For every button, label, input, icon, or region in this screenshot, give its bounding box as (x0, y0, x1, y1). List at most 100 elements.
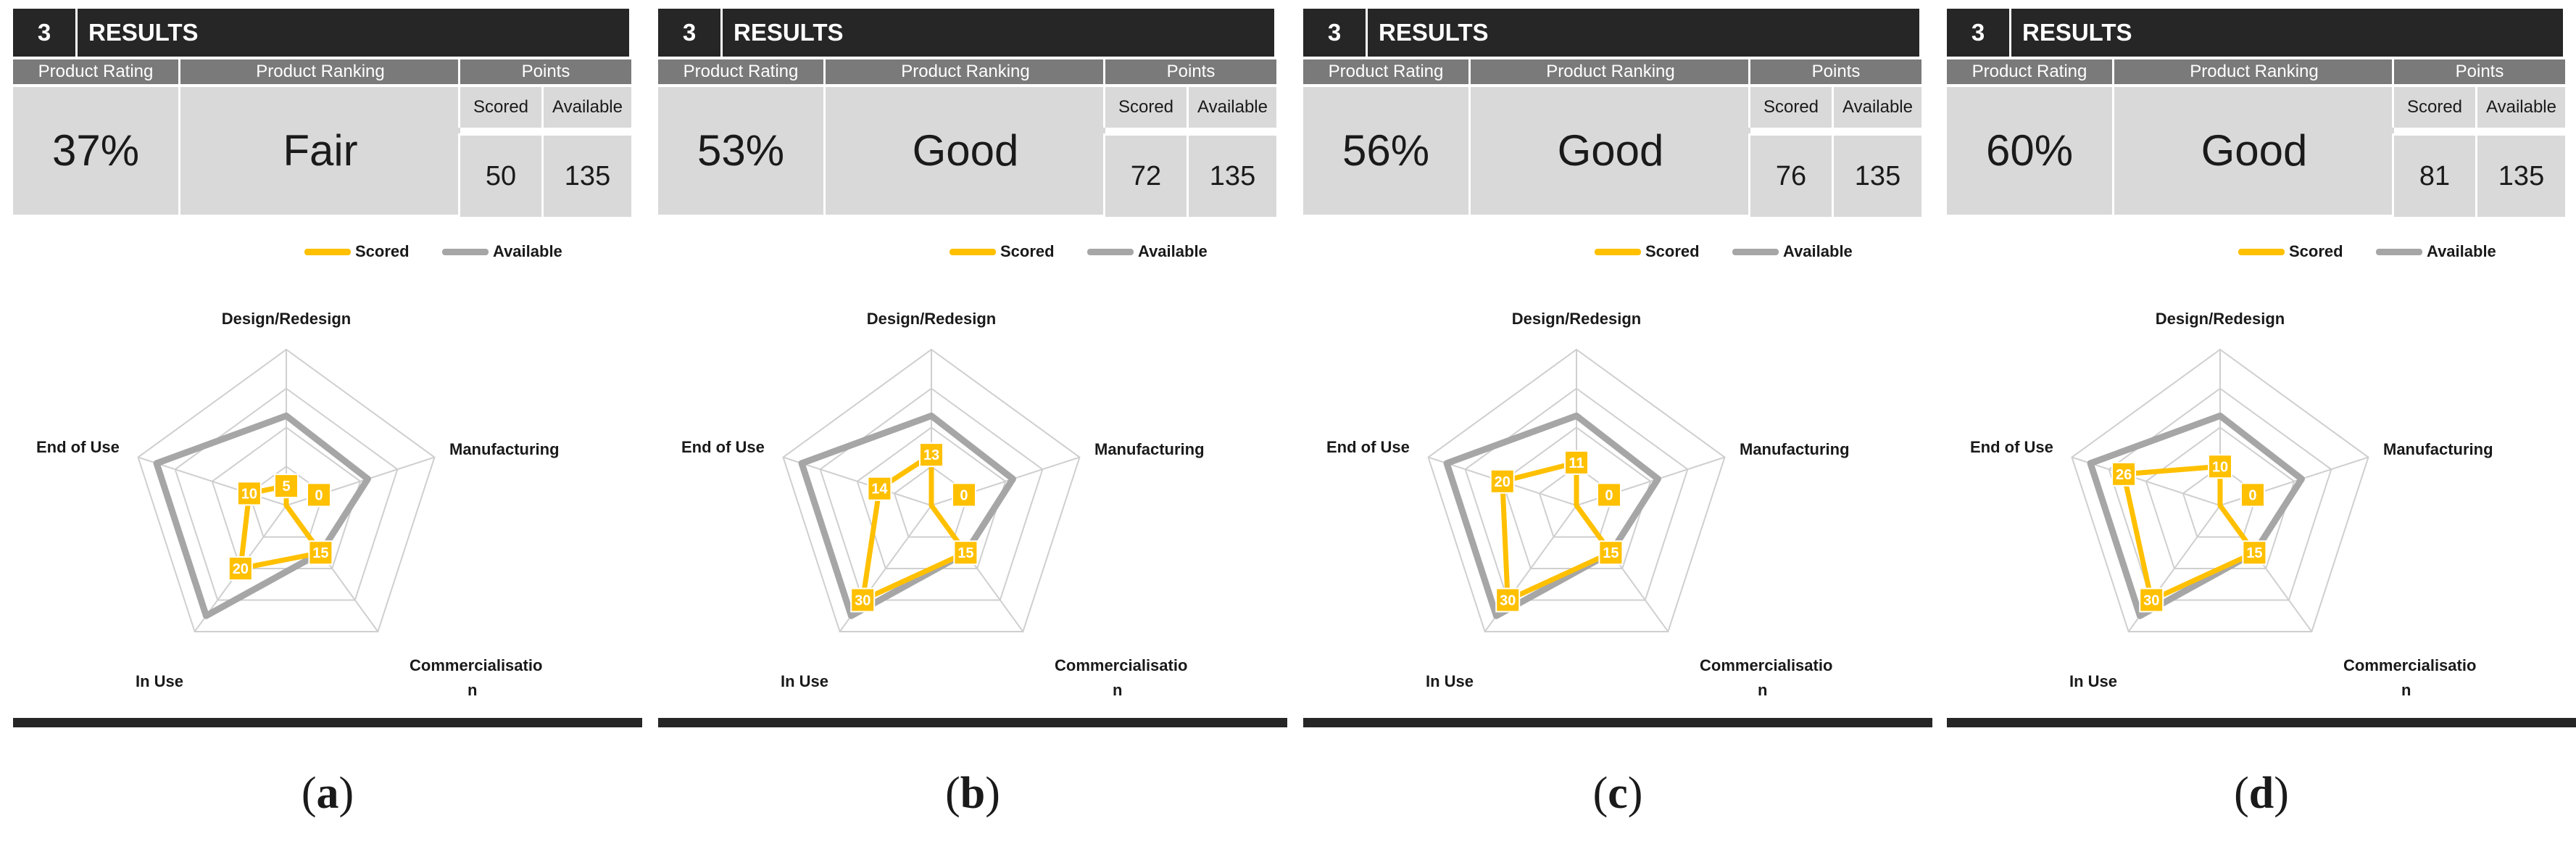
axis-label-line: In Use (2069, 672, 2117, 690)
data-label: 0 (2240, 482, 2265, 508)
data-label-box (2242, 540, 2267, 566)
section-header: 3 RESULTS (1303, 9, 1919, 57)
column-header-points: Points (2392, 59, 2565, 84)
axis-label-line: n (2401, 681, 2411, 699)
axis-label-line: n (1758, 681, 1767, 699)
data-label-box (2240, 482, 2265, 508)
scored-points-value: 72 (1103, 133, 1187, 217)
axis-label-line: End of Use (1326, 438, 1410, 456)
panel-bottom-rule (13, 718, 642, 727)
available-subheader: Available (541, 87, 631, 128)
available-subheader: Available (1187, 87, 1276, 128)
axis-label: Commercialisatio n (1055, 656, 1187, 699)
legend-swatch-available (442, 249, 489, 255)
column-header-product-ranking: Product Ranking (178, 59, 460, 84)
data-label-box (1596, 482, 1621, 508)
legend-label-available: Available (1783, 242, 1853, 260)
scored-points-value: 76 (1748, 133, 1832, 217)
scored-subheader: Scored (1748, 87, 1832, 128)
data-label-box (919, 442, 944, 468)
data-label-box (1495, 587, 1521, 613)
data-label-text: 10 (241, 486, 257, 502)
grid-ring (2071, 348, 2369, 632)
available-points-value: 135 (2475, 133, 2565, 217)
caption-open-paren: ( (945, 769, 960, 818)
column-header-product-rating: Product Rating (13, 59, 178, 84)
axis-label: Commercialisatio n (1700, 656, 1832, 699)
data-label-text: 26 (2116, 467, 2132, 483)
series-line-scored (1500, 460, 1613, 603)
legend-label-scored: Scored (355, 242, 410, 260)
data-label-box (274, 474, 299, 499)
data-label: 14 (867, 476, 892, 501)
caption-letter: d (2248, 769, 2274, 818)
column-header-product-rating: Product Rating (1947, 59, 2112, 84)
scored-subheader: Scored (2392, 87, 2475, 128)
section-header: 3 RESULTS (1947, 9, 2563, 57)
data-label-text: 14 (871, 482, 888, 497)
data-label-text: 13 (923, 447, 939, 463)
results-panel: 3 RESULTS Product Rating Product Ranking… (1290, 9, 1921, 741)
section-header: 3 RESULTS (13, 9, 629, 57)
section-number: 3 (13, 9, 78, 57)
legend-label-available: Available (493, 242, 562, 260)
axis-label-line: Manufacturing (2383, 440, 2493, 458)
column-header-points: Points (458, 59, 631, 84)
data-label: 30 (1495, 587, 1521, 613)
data-label-box (867, 476, 892, 501)
axis-label-line: Commercialisatio (410, 656, 542, 674)
chart-legend: Scored Available (2238, 239, 2528, 264)
scored-subheader: Scored (458, 87, 541, 128)
column-header-product-rating: Product Rating (658, 59, 823, 84)
legend-swatch-available (1732, 249, 1779, 255)
data-label: 20 (228, 555, 253, 581)
grid-ring (782, 348, 1081, 632)
product-rating-value: 60% (1947, 87, 2112, 215)
grid-ring (137, 348, 436, 632)
column-header-points: Points (1103, 59, 1276, 84)
axis-label: Design/Redesign (2156, 310, 2285, 328)
product-rating-value: 53% (658, 87, 823, 215)
panel-caption: (d) (2189, 764, 2334, 822)
axis-label: End of Use (681, 438, 765, 456)
data-label-box (236, 481, 262, 506)
axis-label: Design/Redesign (222, 310, 351, 328)
data-label-text: 30 (2143, 592, 2159, 608)
data-label-text: 0 (315, 487, 323, 503)
axis-label-line: Commercialisatio (1700, 656, 1832, 674)
column-header-product-ranking: Product Ranking (823, 59, 1105, 84)
axis-label: In Use (1426, 672, 1474, 690)
section-title: RESULTS (1379, 19, 1489, 46)
data-label: 10 (236, 481, 262, 506)
caption-open-paren: ( (301, 769, 317, 818)
data-label: 15 (1598, 540, 1624, 566)
section-title: RESULTS (88, 19, 199, 46)
data-label: 0 (306, 482, 331, 508)
data-label-box (1598, 540, 1624, 566)
axis-label-line: Design/Redesign (867, 310, 996, 328)
axis-label-line: End of Use (681, 438, 765, 456)
data-label-text: 15 (312, 545, 328, 561)
caption-letter: a (316, 769, 339, 818)
series-line-available (2087, 412, 2305, 619)
axis-label: End of Use (1326, 438, 1410, 456)
available-subheader: Available (2475, 87, 2565, 128)
section-number: 3 (1303, 9, 1368, 57)
data-label-box (308, 540, 333, 566)
radar-chart: 11 0 15 30 20 Design/Redesign Manufacturing Com… (1326, 310, 1850, 699)
grid-spoke (138, 456, 287, 506)
scored-points-value: 81 (2392, 133, 2475, 217)
data-label: 13 (919, 442, 944, 468)
product-rating-value: 37% (13, 87, 178, 215)
data-label-box (850, 587, 876, 613)
data-label: 10 (2208, 454, 2232, 479)
axis-label: Commercialisatio n (2343, 656, 2476, 699)
legend-swatch-scored (1595, 249, 1641, 255)
column-header-points: Points (1748, 59, 1921, 84)
data-label: 0 (1596, 482, 1621, 508)
series-line-available (153, 412, 371, 619)
data-label: 5 (274, 474, 299, 499)
data-label-text: 30 (1500, 592, 1516, 608)
grid-ring (1427, 348, 1726, 632)
axis-label-line: In Use (781, 672, 828, 690)
